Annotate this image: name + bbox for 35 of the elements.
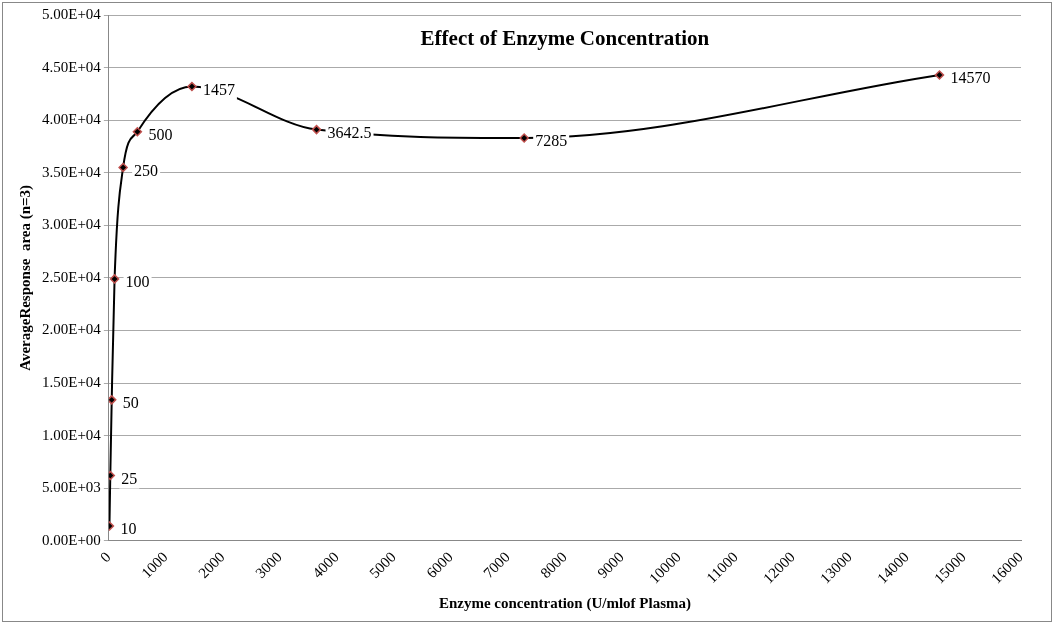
x-axis-title: Enzyme concentration (U/mlof Plasma) xyxy=(438,594,691,612)
y-tick-label: 4.00E+04 xyxy=(42,111,102,128)
point xyxy=(109,274,120,284)
y-tick-label: 2.00E+04 xyxy=(42,321,102,338)
y-tick-label: 4.50E+04 xyxy=(42,58,102,75)
y-tick-label: 0.00E+00 xyxy=(42,531,101,548)
y-tick-label: 5.00E+03 xyxy=(42,479,101,496)
annotation: 250 xyxy=(134,161,159,179)
y-tick-label: 5.00E+04 xyxy=(42,5,102,22)
y-tick-label: 2.50E+04 xyxy=(42,268,102,285)
point xyxy=(311,124,322,135)
y-tick-label: 1.00E+04 xyxy=(42,426,102,443)
annotation: 1457 xyxy=(202,80,235,98)
point xyxy=(934,70,945,80)
y-axis-title: AverageResponse area (n=3) xyxy=(16,184,34,371)
annotation: 500 xyxy=(148,125,173,143)
annotation: 25 xyxy=(121,469,138,487)
point xyxy=(187,81,197,92)
x-tick-label: 0 xyxy=(97,548,114,566)
y-tick-label: 3.00E+04 xyxy=(42,216,102,233)
annotation: 50 xyxy=(122,394,139,412)
annotation: 10 xyxy=(120,520,137,538)
annotation: 100 xyxy=(125,273,150,291)
annotation: 14570 xyxy=(950,69,991,87)
text: Effect of Enzyme Concentration xyxy=(420,26,710,51)
annotation: 7285 xyxy=(535,132,568,150)
y-tick-label: 1.50E+04 xyxy=(42,373,102,390)
point xyxy=(132,126,143,137)
point xyxy=(118,162,128,173)
annotation: 3642.5 xyxy=(327,123,372,141)
y-tick-label: 3.50E+04 xyxy=(42,163,102,180)
point xyxy=(108,395,117,405)
point xyxy=(108,470,116,481)
point xyxy=(519,133,529,143)
x-tick-label: 4000 xyxy=(309,548,342,582)
